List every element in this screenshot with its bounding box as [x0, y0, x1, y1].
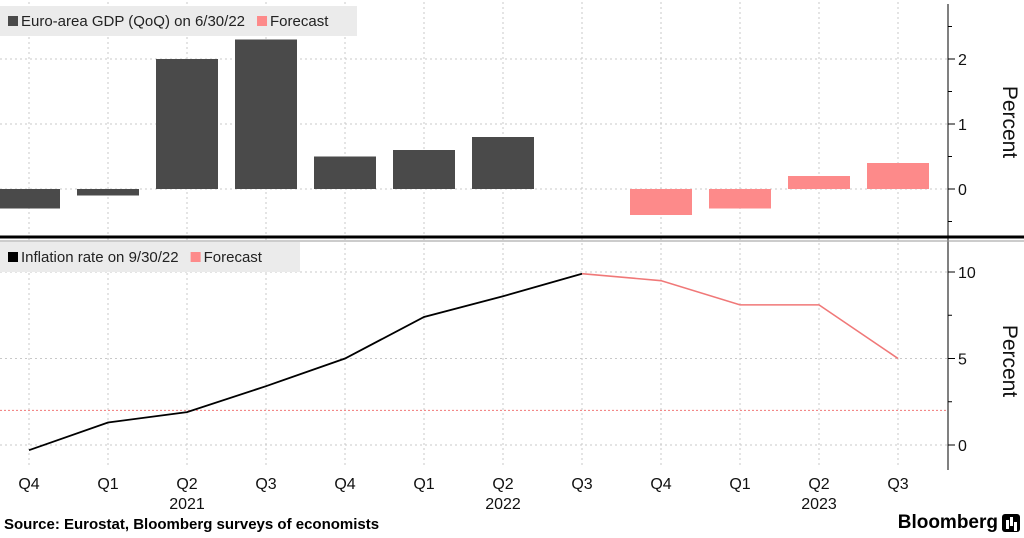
- y-axis-title: Percent: [998, 86, 1021, 159]
- x-tick-label: Q3: [255, 476, 276, 493]
- y-tick-label: 0: [958, 438, 967, 455]
- legend-swatch: [8, 16, 18, 26]
- x-year-label: 2022: [485, 496, 521, 512]
- gdp-bar: [472, 137, 534, 189]
- gdp-forecast-bar: [788, 176, 850, 189]
- x-tick-label: Q2: [176, 476, 197, 493]
- axes-layer: 0 1 2 0 5 10 Percent Percent Q4 Q1 Q2 Q3 Q4 Q1 Q2 Q3 Q4 Q…: [0, 4, 1024, 512]
- gdp-bar: [77, 189, 139, 196]
- y-axis-title: Percent: [998, 325, 1021, 398]
- x-year-label: 2021: [169, 496, 205, 512]
- inflation-line: [28, 272, 583, 452]
- grid-layer: [0, 2, 948, 468]
- gdp-legend-box: [0, 6, 357, 36]
- legend-swatch: [190, 252, 201, 262]
- legend-label: Forecast: [270, 13, 329, 30]
- legend-label: Inflation rate on 9/30/22: [21, 249, 179, 266]
- x-tick-label: Q1: [729, 476, 750, 493]
- x-tick-label: Q1: [97, 476, 118, 493]
- legend-layer: Euro-area GDP (QoQ) on 6/30/22 Forecast In…: [0, 6, 357, 272]
- x-year-label: 2023: [801, 496, 837, 512]
- y-tick-label: 0: [958, 182, 967, 199]
- brand-name: Bloomberg: [897, 512, 998, 533]
- source-note: Source: Eurostat, Bloomberg surveys of e…: [4, 516, 380, 533]
- x-tick-label: Q4: [650, 476, 671, 493]
- x-tick-label: Q3: [887, 476, 908, 493]
- chart-canvas: 0 1 2 0 5 10 Percent Percent Q4 Q1 Q2 Q3 Q4 Q1 Q2 Q3 Q4 Q…: [0, 2, 1024, 512]
- x-tick-label: Q2: [492, 476, 513, 493]
- x-tick-label: Q4: [18, 476, 39, 493]
- legend-swatch: [8, 252, 18, 262]
- x-tick-label: Q1: [413, 476, 434, 493]
- brand-logo: Bloomberg: [898, 512, 1020, 534]
- x-tick-label: Q3: [571, 476, 592, 493]
- y-tick-label: 10: [958, 265, 976, 282]
- x-tick-label: Q2: [808, 476, 829, 493]
- legend-swatch: [257, 16, 268, 26]
- inflation-forecast-line: [581, 272, 899, 360]
- x-tick-label: Q4: [334, 476, 355, 493]
- inflation-legend-box: [0, 242, 300, 272]
- gdp-forecast-bar: [709, 189, 771, 209]
- gdp-bar: [0, 189, 60, 209]
- y-tick-label: 5: [958, 352, 967, 369]
- gdp-bar: [156, 59, 218, 189]
- y-tick-label: 1: [958, 117, 967, 134]
- legend-label: Euro-area GDP (QoQ) on 6/30/22: [21, 13, 245, 30]
- gdp-forecast-bar: [630, 189, 692, 215]
- y-tick-label: 2: [958, 52, 967, 69]
- gdp-bar: [314, 156, 376, 189]
- gdp-bar: [235, 39, 297, 189]
- gdp-forecast-bar: [867, 163, 929, 189]
- legend-label: Forecast: [204, 249, 263, 266]
- gdp-bar: [393, 150, 455, 189]
- terminal-icon: [1002, 514, 1020, 532]
- marks-layer: [0, 39, 948, 452]
